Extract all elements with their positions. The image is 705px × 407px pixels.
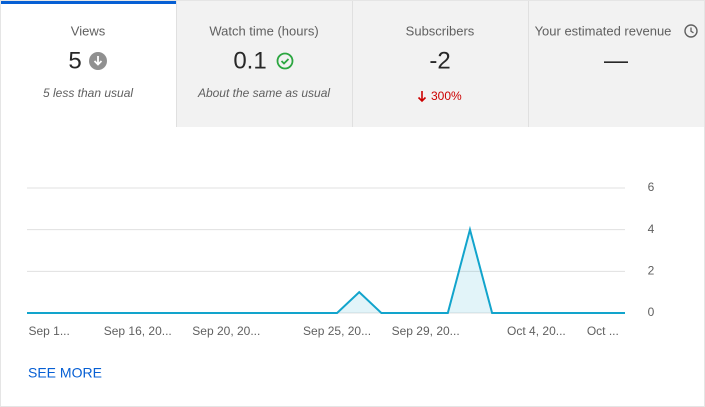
tab-note: About the same as usual xyxy=(197,86,330,100)
check-icon xyxy=(276,52,294,70)
tab-background xyxy=(353,1,528,127)
area xyxy=(27,229,625,313)
tab-background xyxy=(529,1,704,127)
down-arrow-icon xyxy=(417,91,427,103)
chart: 0 2 4 6 Sep 1... Sep 16, 20... Sep 20, 20... Se… xyxy=(27,180,655,338)
tab-value: 5 xyxy=(68,47,81,74)
x-tick-label: Sep 20, 20... xyxy=(192,324,260,338)
down-icon xyxy=(89,52,107,70)
tab-value: — xyxy=(604,47,628,74)
line xyxy=(27,225,625,314)
tab-value: 0.1 xyxy=(233,47,266,74)
x-tick-label: Sep 25, 20... xyxy=(303,324,371,338)
x-tick-label: Oct 4, 20... xyxy=(507,324,566,338)
see-more-link[interactable]: SEE MORE xyxy=(28,365,102,381)
clock-icon xyxy=(684,24,698,38)
tab-value: -2 xyxy=(429,47,450,74)
x-tick-label: Sep 1... xyxy=(28,324,69,338)
tab[interactable]: Subscribers -2 300% xyxy=(353,1,528,127)
x-tick-label: Sep 16, 20... xyxy=(104,324,172,338)
y-tick-label: 0 xyxy=(648,305,655,319)
tab-background xyxy=(1,1,176,127)
tab-selected-bar xyxy=(1,1,176,4)
tab-change: 300% xyxy=(431,89,462,103)
tab-label: Subscribers xyxy=(406,23,475,38)
tab[interactable]: Watch time (hours) 0.1 About the same as… xyxy=(177,1,352,127)
x-tick-label: Oct ... xyxy=(587,324,619,338)
x-tick-label: Sep 29, 20... xyxy=(392,324,460,338)
tab[interactable]: Your estimated revenue — xyxy=(529,1,704,127)
y-tick-label: 4 xyxy=(648,222,655,236)
tab-label: Watch time (hours) xyxy=(209,23,318,38)
tab[interactable]: Views 5 5 less than usual xyxy=(1,1,176,127)
tab-label: Views xyxy=(71,23,106,38)
y-tick-label: 6 xyxy=(648,180,655,194)
tab-label: Your estimated revenue xyxy=(535,23,672,38)
tab-background xyxy=(177,1,352,127)
y-tick-label: 2 xyxy=(648,264,655,278)
tab-note: 5 less than usual xyxy=(43,86,133,100)
